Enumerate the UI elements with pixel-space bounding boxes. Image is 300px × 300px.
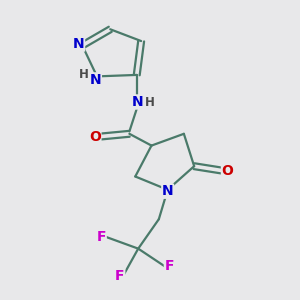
Text: O: O (89, 130, 101, 144)
Text: N: N (162, 184, 173, 198)
Text: N: N (73, 37, 85, 51)
Text: F: F (115, 269, 125, 283)
Text: N: N (131, 95, 143, 109)
Text: F: F (164, 259, 174, 273)
Text: H: H (145, 95, 155, 109)
Text: O: O (221, 164, 233, 178)
Text: F: F (97, 230, 106, 244)
Text: N: N (90, 73, 101, 87)
Text: H: H (79, 68, 89, 81)
